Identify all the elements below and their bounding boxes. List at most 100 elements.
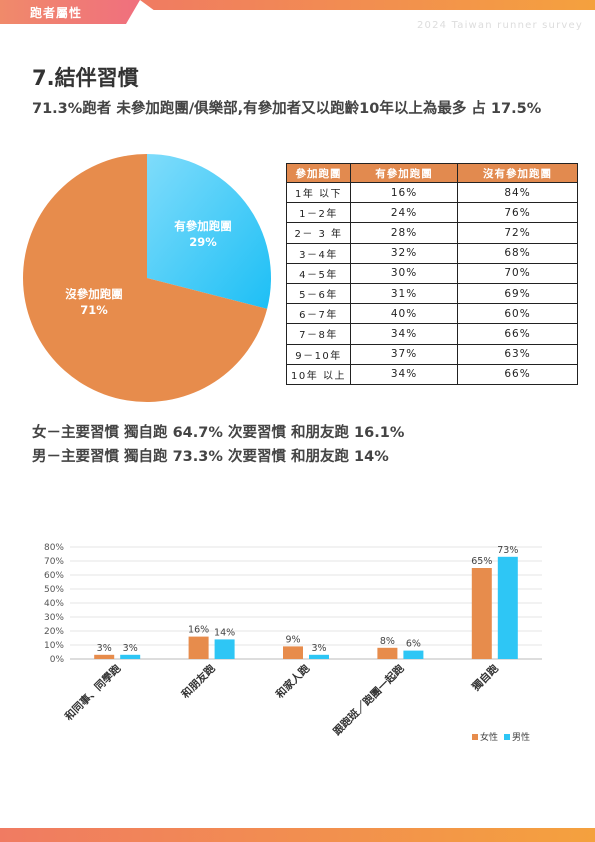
pie-label-joined-name: 有參加跑團: [174, 219, 232, 233]
bar: [188, 636, 209, 659]
table-cell-joined: 28%: [350, 222, 458, 244]
bar-chart-svg: 0% 10% 20% 30% 40% 50% 60% 70% 80% 3% 3% 和同事、同學跑 16%…: [44, 543, 542, 738]
page-title: 7.結伴習慣: [32, 66, 139, 90]
table-cell-years: 3－4年: [286, 242, 351, 264]
table-cell-joined: 30%: [350, 262, 458, 284]
table-row: 10年 以上 34% 66%: [286, 363, 578, 385]
table-cell-years: 6－7年: [286, 303, 351, 325]
table-cell-joined: 34%: [350, 323, 458, 345]
x-category-label: 和朋友跑: [178, 662, 218, 702]
table-row: 1－2年 24% 76%: [286, 202, 578, 224]
pie-label-not-joined-name: 沒參加跑團: [65, 287, 123, 301]
bar-data-label: 16%: [188, 625, 209, 636]
bar-chart-legend: 女性 男性: [472, 730, 530, 743]
bar-data-label: 3%: [311, 643, 326, 654]
y-tick-label: 80%: [44, 543, 64, 553]
table-cell-not-joined: 63%: [457, 343, 578, 365]
table-cell-years: 7－8年: [286, 323, 351, 345]
bar-data-label: 8%: [380, 636, 395, 647]
male-habit-summary: 男－主要習慣 獨自跑 73.3% 次要習慣 和朋友跑 14%: [32, 449, 389, 465]
table-row: 6－7年 40% 60%: [286, 303, 578, 325]
table-cell-not-joined: 68%: [457, 242, 578, 264]
table-cell-not-joined: 76%: [457, 202, 578, 224]
bar: [309, 654, 329, 659]
bar: [377, 647, 398, 659]
table-cell-joined: 34%: [350, 363, 458, 385]
table-cell-joined: 40%: [350, 303, 458, 325]
top-accent-line: [140, 0, 595, 10]
bar: [120, 654, 141, 659]
table-cell-not-joined: 66%: [457, 363, 578, 385]
table-cell-not-joined: 72%: [457, 222, 578, 244]
table-header-row: 參加跑團 有參加跑團 沒有參加跑團: [286, 163, 578, 183]
y-tick-label: 30%: [44, 613, 64, 623]
table-row: 3－4年 32% 68%: [286, 242, 578, 264]
club-pie-chart: 有參加跑團 29% 沒參加跑團 71%: [22, 152, 272, 404]
x-category-label: 跟跑班／跑團一起跑: [331, 662, 407, 738]
bar-data-label: 65%: [471, 556, 492, 567]
table-cell-not-joined: 70%: [457, 262, 578, 284]
table-header-not-joined: 沒有參加跑團: [457, 163, 578, 183]
pie-slice: [22, 154, 268, 402]
table-cell-not-joined: 84%: [457, 181, 578, 204]
y-tick-label: 20%: [44, 627, 64, 637]
table-cell-years: 1年 以下: [286, 181, 351, 204]
x-category-label: 獨自跑: [469, 662, 502, 695]
legend-label-female: 女性: [480, 733, 499, 743]
club-by-running-years-table: 參加跑團 有參加跑團 沒有參加跑團 1年 以下 16% 84% 1－2年 24% 76%…: [286, 163, 578, 385]
bar: [94, 654, 115, 659]
pie-label-not-joined: 沒參加跑團 71%: [52, 286, 136, 318]
table-cell-joined: 24%: [350, 202, 458, 224]
legend-swatch-male: [504, 733, 511, 740]
x-category-label: 和家人跑: [273, 662, 313, 702]
pie-slice: [147, 154, 271, 309]
table-row: 2－ 3 年 28% 72%: [286, 222, 578, 244]
y-tick-label: 10%: [44, 641, 64, 651]
x-category-label: 和同事、同學跑: [61, 662, 123, 724]
table-cell-not-joined: 69%: [457, 282, 578, 305]
section-tag: 跑者屬性: [30, 6, 83, 20]
y-tick-label: 0%: [50, 655, 65, 665]
bar: [497, 556, 518, 659]
female-habit-summary: 女－主要習慣 獨自跑 64.7% 次要習慣 和朋友跑 16.1%: [32, 425, 405, 441]
pie-label-not-joined-value: 71%: [80, 303, 108, 317]
table-cell-years: 1－2年: [286, 202, 351, 224]
bottom-accent-line: [0, 828, 595, 842]
table-header-years: 參加跑團: [286, 163, 351, 183]
bar: [283, 646, 303, 659]
legend-item-female: 女性: [472, 730, 498, 743]
y-tick-label: 70%: [44, 557, 64, 567]
bar-data-label: 3%: [97, 643, 112, 654]
survey-tag: 2024 Taiwan runner survey: [416, 20, 583, 31]
table-cell-joined: 37%: [350, 343, 458, 365]
table-row: 9－10年 37% 63%: [286, 343, 578, 365]
table-cell-years: 4－5年: [286, 262, 351, 284]
y-tick-label: 60%: [44, 571, 64, 581]
bar: [471, 568, 492, 659]
table-row: 5－6年 31% 69%: [286, 282, 578, 305]
table-row: 7－8年 34% 66%: [286, 323, 578, 345]
legend-label-male: 男性: [512, 733, 531, 743]
table-header-joined: 有參加跑團: [350, 163, 458, 183]
bar-data-label: 14%: [214, 627, 235, 638]
y-tick-label: 50%: [44, 585, 64, 595]
y-tick-label: 40%: [44, 599, 64, 609]
table-cell-not-joined: 60%: [457, 303, 578, 325]
bar: [214, 639, 235, 659]
bar-data-label: 9%: [285, 634, 300, 645]
table-cell-years: 2－ 3 年: [286, 222, 351, 244]
legend-item-male: 男性: [504, 730, 530, 743]
table-cell-joined: 16%: [350, 181, 458, 204]
companion-habit-bar-chart: 0% 10% 20% 30% 40% 50% 60% 70% 80% 3% 3% 和同事、同學跑 16%…: [30, 530, 550, 770]
table-cell-years: 5－6年: [286, 282, 351, 305]
table-row: 1年 以下 16% 84%: [286, 181, 578, 204]
section-tag-banner: 跑者屬性: [0, 0, 140, 24]
bar-data-label: 6%: [406, 639, 421, 650]
legend-swatch-female: [472, 733, 478, 740]
pie-svg: [22, 154, 271, 402]
page-subtitle: 71.3%跑者 未參加跑團/俱樂部,有參加者又以跑齡10年以上為最多 占 17.…: [32, 101, 542, 117]
bar: [403, 650, 424, 659]
table-row: 4－5年 30% 70%: [286, 262, 578, 284]
pie-label-joined-value: 29%: [189, 235, 217, 249]
table-cell-joined: 31%: [350, 282, 458, 305]
